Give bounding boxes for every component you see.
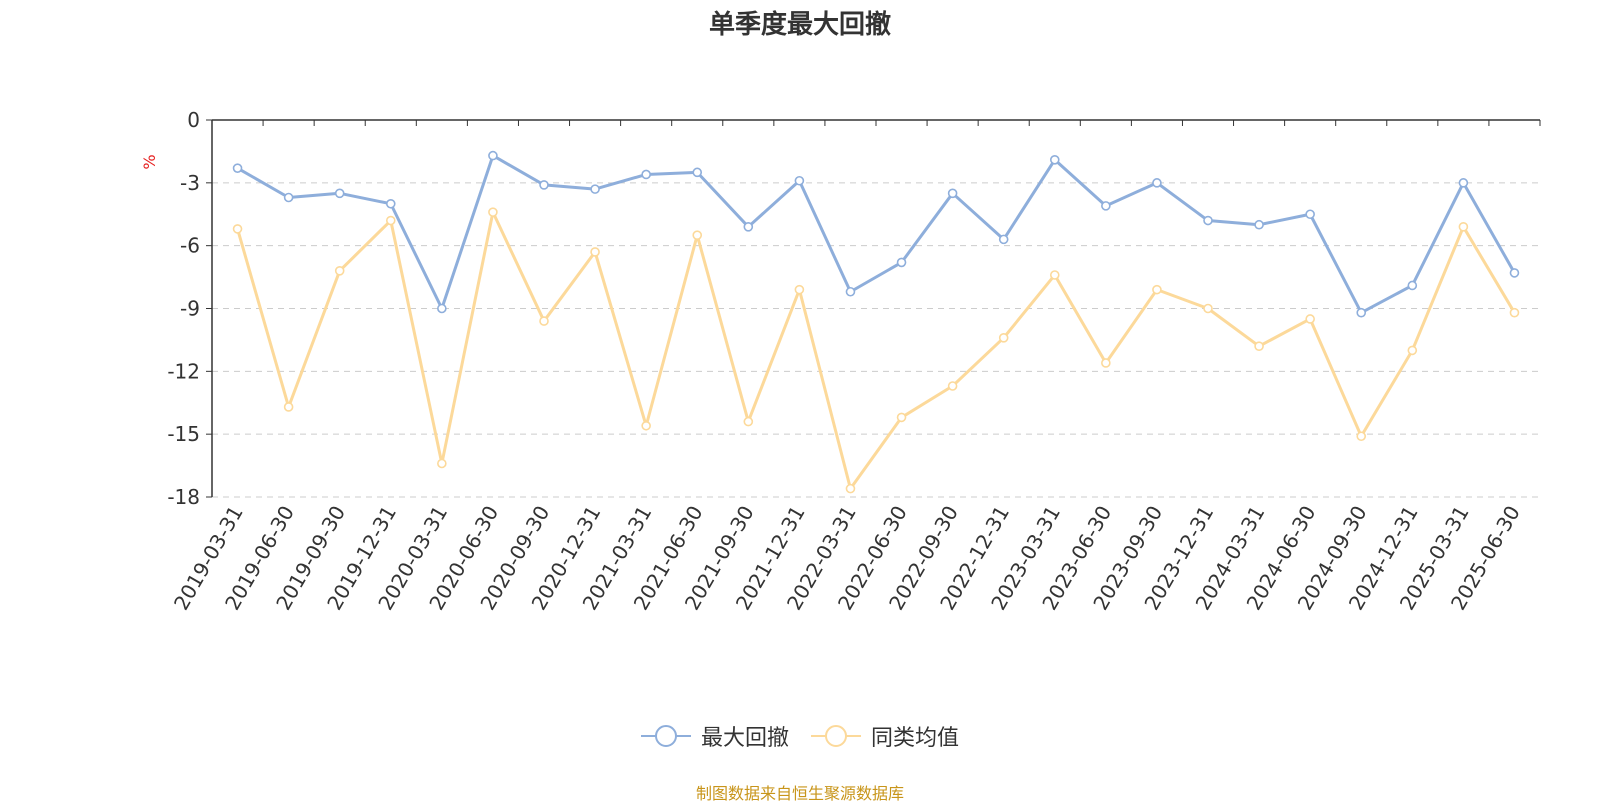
y-tick-label: -3: [180, 171, 200, 195]
legend: 最大回撤 同类均值: [0, 720, 1600, 752]
data-point: [232, 224, 243, 234]
y-tick-label: -15: [167, 422, 200, 446]
data-point: [488, 150, 498, 161]
data-point: [385, 198, 396, 209]
data-point: [947, 381, 958, 391]
data-point: [896, 412, 907, 423]
data-point: [1203, 215, 1213, 226]
data-point: [1356, 307, 1367, 318]
data-point: [1305, 209, 1315, 220]
legend-item-series-1[interactable]: 最大回撤: [640, 720, 789, 752]
y-tick-label: -6: [180, 234, 200, 258]
data-point: [1254, 341, 1264, 352]
series-line: [236, 210, 1516, 491]
data-point: [692, 167, 703, 178]
data-point: [743, 416, 754, 427]
y-tick-label: 0: [187, 108, 200, 132]
legend-label: 同类均值: [871, 726, 960, 751]
data-point: [1049, 154, 1060, 165]
data-point: [641, 169, 651, 180]
data-point: [1305, 314, 1315, 324]
data-point: [1509, 307, 1520, 318]
y-tick-label: -12: [167, 359, 200, 383]
data-point: [998, 333, 1009, 343]
legend-line-marker-icon: [811, 725, 861, 747]
data-point: [232, 163, 243, 173]
grid-lines: [212, 182, 1540, 498]
y-tick-label: -9: [180, 297, 200, 321]
data-point: [437, 458, 447, 469]
chart-title: 单季度最大回撤: [708, 10, 891, 40]
data-point: [385, 215, 396, 226]
data-point: [845, 483, 856, 494]
legend-item-series-2[interactable]: 同类均值: [811, 720, 959, 752]
y-tick-label: -18: [167, 485, 200, 509]
line-chart: 0-3-6-9-12-15-18%2019-03-312019-06-30201…: [140, 108, 1541, 614]
data-point: [283, 192, 294, 203]
data-point: [641, 420, 651, 431]
data-point: [1101, 201, 1111, 211]
series-1: [232, 150, 1520, 318]
data-point: [845, 286, 856, 297]
data-point: [896, 257, 907, 268]
legend-label: 最大回撤: [700, 726, 789, 751]
data-point: [794, 175, 805, 186]
data-point: [1049, 270, 1060, 280]
data-point: [1152, 178, 1162, 188]
data-point: [590, 184, 600, 194]
data-point: [590, 247, 600, 257]
series-line: [236, 154, 1516, 315]
data-point: [743, 222, 754, 232]
data-point: [794, 284, 805, 295]
series-2: [232, 207, 1520, 494]
data-point: [539, 316, 549, 326]
data-point: [334, 265, 345, 276]
tick-labels: 0-3-6-9-12-15-18%2019-03-312019-06-30201…: [140, 108, 1525, 614]
data-point: [1356, 431, 1367, 442]
y-axis-unit-label: %: [140, 154, 159, 169]
data-point: [1407, 280, 1418, 291]
data-point: [1458, 178, 1469, 188]
data-point: [1152, 284, 1162, 295]
axes: [206, 119, 1541, 498]
data-point: [1203, 303, 1213, 314]
legend-line-marker-icon: [640, 725, 691, 747]
data-point: [998, 234, 1009, 245]
data-point: [1254, 219, 1264, 230]
data-point: [1407, 345, 1418, 356]
data-point: [1458, 222, 1469, 232]
data-point: [692, 230, 703, 240]
data-point: [334, 188, 345, 199]
data-point: [437, 303, 447, 314]
data-point: [488, 207, 498, 217]
series-lines: [232, 150, 1520, 494]
data-point: [1101, 358, 1111, 368]
data-point: [283, 402, 294, 412]
data-point: [1509, 268, 1520, 278]
data-point: [539, 180, 549, 190]
data-point: [947, 188, 958, 199]
data-source-note: 制图数据来自恒生聚源数据库: [695, 784, 904, 803]
